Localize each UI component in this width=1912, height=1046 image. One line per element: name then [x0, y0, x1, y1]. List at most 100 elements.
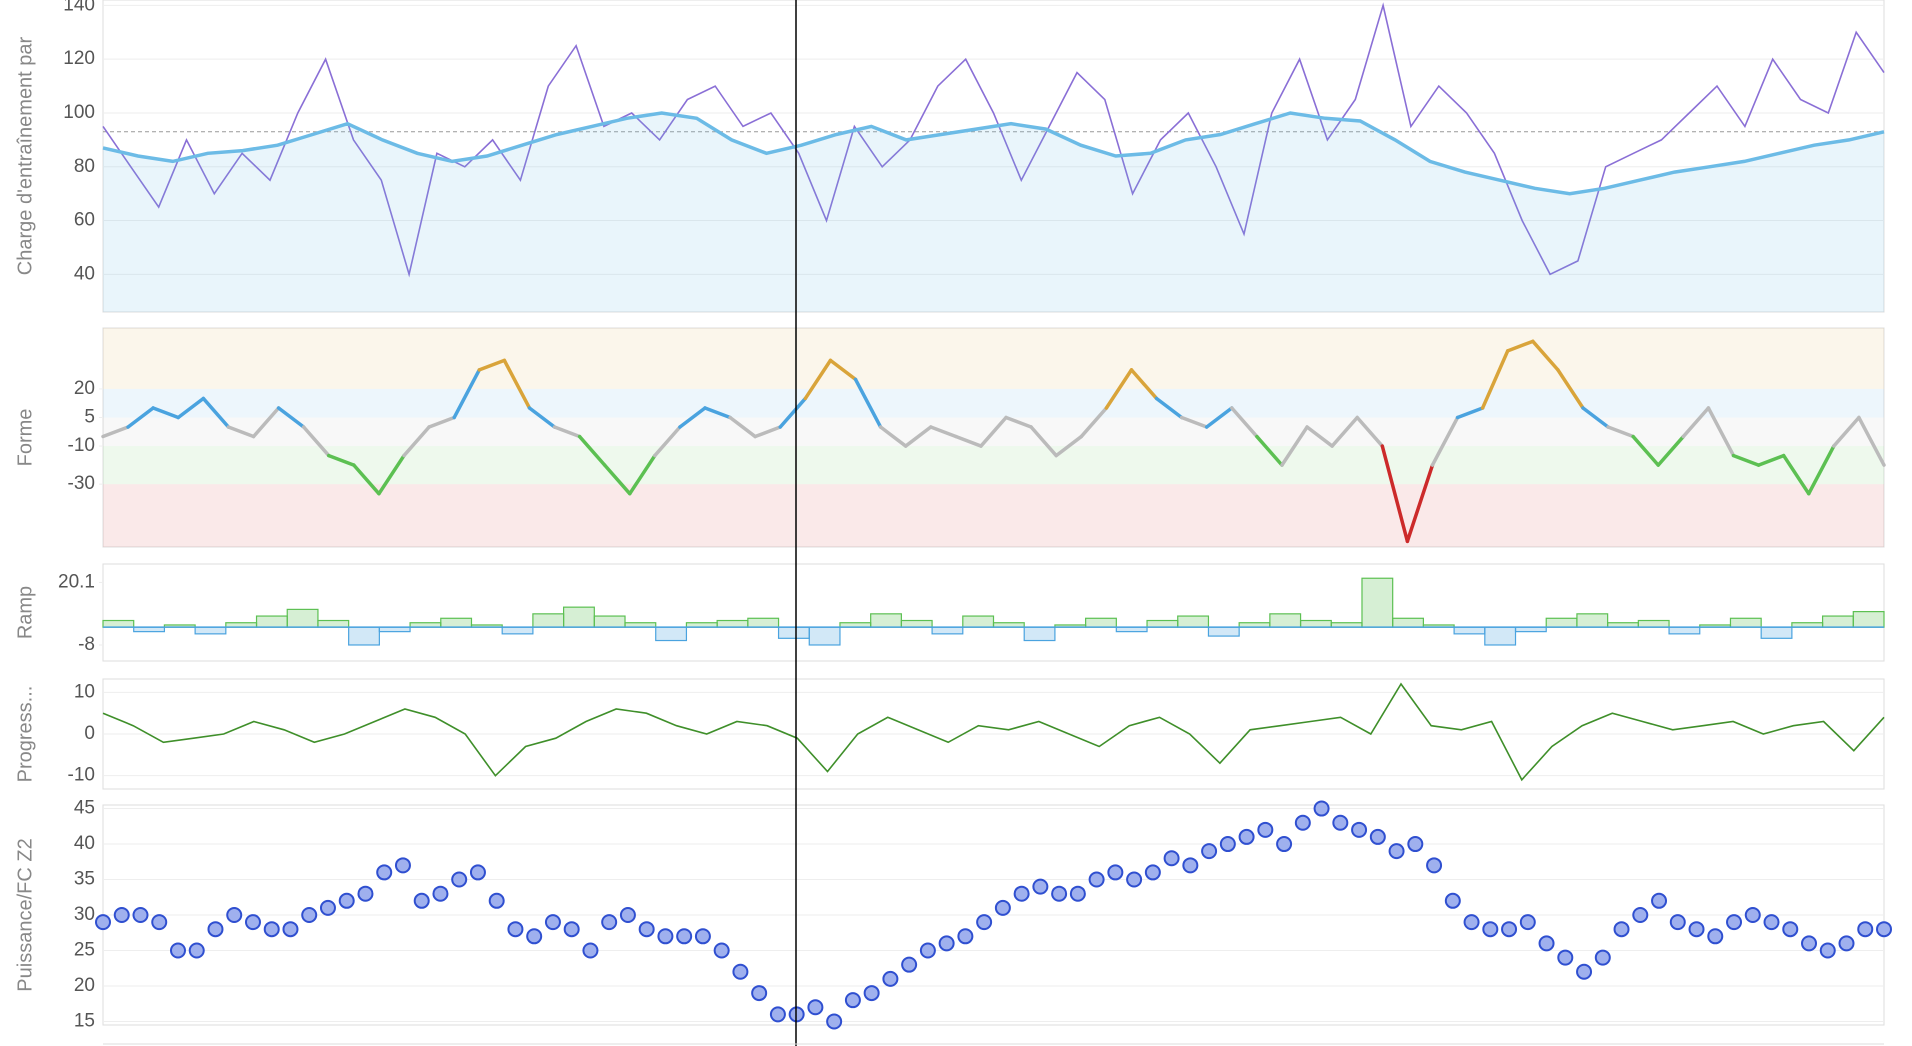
- y-tick-label: 20: [74, 378, 95, 399]
- forme-segment: [979, 415, 1008, 448]
- scatter-point: [1051, 885, 1068, 902]
- forme-segment: [1505, 339, 1535, 353]
- scatter-point: [901, 956, 918, 973]
- scatter-point: [1126, 871, 1143, 888]
- forme-segment: [1857, 415, 1886, 467]
- scatter-point: [1238, 828, 1255, 845]
- ramp-bar: [317, 619, 350, 628]
- scatter-point: [1726, 914, 1743, 931]
- scatter-point: [357, 885, 374, 902]
- scatter-point: [676, 928, 693, 945]
- scatter-point: [244, 914, 261, 931]
- y-tick-label: 120: [63, 48, 95, 69]
- ramp-bar: [1146, 619, 1179, 628]
- scatter-point: [919, 942, 936, 959]
- scatter-point: [1032, 878, 1049, 895]
- scatter-point: [526, 928, 543, 945]
- forme-segment: [1656, 434, 1686, 467]
- panel: Charge d'entraînement par 40 60 80 100 120 140: [14, 0, 1885, 313]
- scatter-point: [1163, 850, 1180, 867]
- scatter-point: [938, 935, 955, 952]
- scatter-point: [1369, 828, 1386, 845]
- scatter-point: [1613, 921, 1630, 938]
- y-tick-label: 45: [74, 798, 95, 819]
- ramp-bar: [1392, 617, 1424, 628]
- forme-segment: [1129, 368, 1159, 401]
- scatter-point: [1219, 836, 1236, 853]
- ramp-bar: [255, 615, 288, 628]
- y-tick-label: 80: [74, 156, 95, 177]
- scatter-point: [1351, 821, 1368, 838]
- panel: Progress... 10 0 -10: [14, 678, 1885, 790]
- scatter-point: [1444, 892, 1461, 909]
- scatter-point: [507, 921, 524, 938]
- forme-segment: [628, 453, 657, 496]
- scatter-point: [394, 857, 411, 874]
- scatter-point: [1069, 885, 1086, 902]
- scatter-point: [1463, 914, 1480, 931]
- y-axis-label: Forme: [14, 409, 36, 467]
- forme-segment: [527, 406, 557, 429]
- scatter-point: [376, 864, 393, 881]
- ramp-bar: [1852, 611, 1885, 628]
- forme-segment: [1154, 396, 1184, 420]
- ramp-bar: [1299, 619, 1332, 628]
- scatter-point: [957, 928, 974, 945]
- ramp-bar: [1637, 619, 1670, 628]
- ramp-bar: [1207, 626, 1240, 637]
- forme-segment: [1305, 425, 1334, 448]
- scatter-point: [1426, 857, 1443, 874]
- panel: Forme 20 5 -10 -30: [14, 327, 1886, 548]
- ramp-bar: [655, 626, 688, 642]
- scatter-point: [563, 921, 580, 938]
- ramp-bar: [716, 619, 749, 628]
- scatter-point: [1407, 836, 1424, 853]
- scatter-point: [1576, 963, 1593, 980]
- scatter-point: [751, 985, 768, 1002]
- scatter-point: [863, 985, 880, 1002]
- ramp-bar: [1545, 617, 1578, 628]
- scatter-point: [1594, 949, 1611, 966]
- forme-segment: [301, 425, 331, 458]
- forme-segment: [1455, 406, 1485, 420]
- forme-segment: [352, 463, 381, 496]
- ramp-bar: [1269, 613, 1302, 628]
- scatter-point: [1332, 814, 1349, 831]
- scatter-point: [301, 907, 318, 923]
- ramp-bar: [1484, 626, 1517, 646]
- ramp-bar: [1821, 615, 1854, 628]
- series-line: [102, 682, 1885, 782]
- ramp-bar: [532, 613, 565, 628]
- forme-segment: [1104, 368, 1134, 410]
- y-axis-label: Charge d'entraînement par: [14, 36, 36, 275]
- forme-segment: [1280, 425, 1309, 467]
- forme-segment: [276, 406, 306, 429]
- scatter-point: [1313, 800, 1330, 817]
- scatter-point: [844, 992, 861, 1009]
- scatter-point: [1501, 921, 1518, 938]
- y-tick-label: 100: [63, 102, 95, 123]
- scatter-point: [882, 970, 899, 987]
- ramp-bar: [1177, 615, 1210, 628]
- scatter-point: [1669, 914, 1686, 931]
- y-tick-label: 15: [74, 1010, 95, 1031]
- forme-segment: [377, 453, 406, 496]
- y-tick-label: -8: [78, 634, 95, 655]
- forme-segment: [452, 368, 482, 420]
- y-tick-label: 30: [74, 904, 95, 925]
- forme-segment: [653, 425, 682, 458]
- forme-segment: [1731, 453, 1761, 467]
- forme-segment: [1806, 444, 1836, 496]
- scatter-point: [1707, 928, 1724, 945]
- zone-band: [103, 328, 1884, 389]
- y-tick-label: -30: [68, 473, 95, 494]
- forme-segment: [1480, 349, 1510, 410]
- forme-segment: [1832, 415, 1861, 448]
- ramp-bar: [1729, 617, 1762, 628]
- scatter-point: [1782, 921, 1799, 938]
- y-tick-label: -10: [68, 435, 95, 456]
- scatter-point: [95, 914, 111, 931]
- scatter-point: [638, 921, 655, 938]
- ramp-bar: [777, 626, 810, 639]
- y-tick-label: 140: [63, 0, 95, 15]
